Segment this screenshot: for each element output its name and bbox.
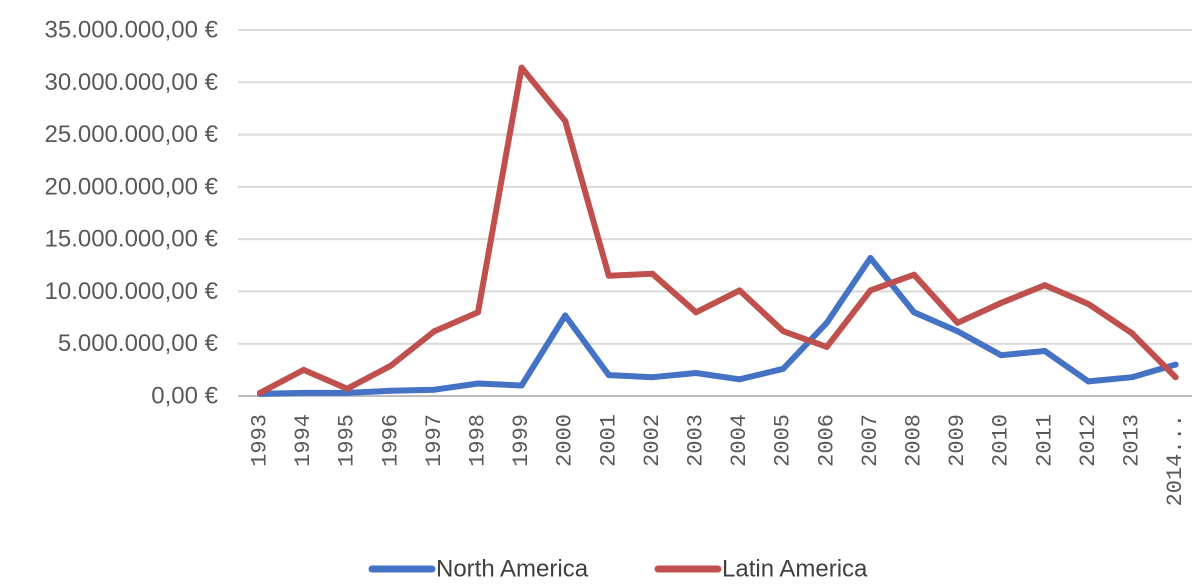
- x-tick-label: 2007: [858, 414, 883, 467]
- x-tick-label: 1996: [378, 414, 403, 467]
- x-tick-label: 1993: [248, 414, 273, 467]
- data-point: [649, 270, 656, 277]
- x-tick-label: 2003: [684, 414, 709, 467]
- x-tick-label: 2008: [902, 414, 927, 467]
- data-point: [911, 309, 917, 316]
- legend: North America Latin America: [368, 556, 868, 583]
- data-point: [605, 372, 612, 379]
- data-point: [998, 299, 1005, 306]
- data-point: [387, 387, 394, 394]
- y-axis-ticks: 0,00 € 5.000.000,00 € 10.000.000,00 € 15.00…: [45, 17, 219, 410]
- data-point: [998, 352, 1005, 359]
- data-point: [649, 374, 656, 381]
- y-tick-label: 10.000.000,00 €: [45, 278, 219, 305]
- data-point: [954, 319, 961, 326]
- data-point: [605, 272, 612, 279]
- x-tick-label: 2009: [945, 414, 970, 467]
- data-point: [431, 328, 438, 335]
- data-point: [693, 309, 699, 316]
- x-axis-ticks: 1993 1994 1995 1996 1997 1998 1999 2000 2001 2002…: [248, 414, 1189, 506]
- y-tick-label: 5.000.000,00 €: [58, 330, 219, 357]
- x-tick-label: 1995: [335, 414, 360, 467]
- data-point: [1129, 374, 1135, 381]
- data-point: [1172, 374, 1179, 381]
- x-tick-label: 2013: [1120, 414, 1145, 467]
- x-tick-label: 2001: [596, 414, 621, 467]
- legend-item: Latin America: [654, 556, 868, 583]
- data-point: [1085, 378, 1092, 385]
- data-point: [562, 312, 569, 319]
- x-tick-label: 1999: [509, 414, 534, 467]
- y-tick-label: 35.000.000,00 €: [45, 17, 219, 44]
- data-point: [867, 287, 874, 294]
- y-tick-label: 25.000.000,00 €: [45, 121, 219, 148]
- data-point: [736, 376, 743, 383]
- data-point: [518, 382, 525, 389]
- data-point: [693, 369, 699, 376]
- y-tick-label: 15.000.000,00 €: [45, 226, 219, 253]
- data-point: [954, 328, 961, 335]
- x-tick-label: 2002: [640, 414, 665, 467]
- x-tick-label: 2014...: [1163, 414, 1188, 506]
- legend-label: North America: [436, 556, 589, 583]
- x-tick-label: 1997: [422, 414, 447, 467]
- x-tick-label: 2006: [814, 414, 839, 467]
- series-line-latin-america: [257, 64, 1179, 396]
- data-point: [867, 254, 874, 261]
- data-point: [780, 328, 787, 335]
- x-tick-label: 1994: [291, 414, 316, 467]
- data-point: [387, 362, 394, 369]
- data-point: [780, 365, 787, 372]
- y-tick-label: 30.000.000,00 €: [45, 69, 219, 96]
- series-line-north-america: [257, 255, 1179, 397]
- data-point: [1041, 282, 1048, 289]
- data-point: [1129, 330, 1135, 337]
- x-tick-label: 2004: [727, 414, 752, 467]
- y-tick-label: 20.000.000,00 €: [45, 173, 219, 200]
- data-point: [518, 64, 525, 71]
- data-point: [736, 287, 743, 294]
- series-lines: [257, 64, 1179, 397]
- data-point: [1172, 361, 1179, 368]
- legend-label: Latin America: [722, 556, 868, 583]
- data-point: [911, 271, 917, 278]
- data-point: [431, 386, 438, 393]
- data-point: [344, 385, 351, 392]
- x-tick-label: 2005: [771, 414, 796, 467]
- data-point: [300, 366, 307, 373]
- x-tick-label: 2012: [1076, 414, 1101, 467]
- x-tick-label: 2000: [553, 414, 578, 467]
- x-tick-label: 2010: [989, 414, 1014, 467]
- gridlines: [238, 29, 1192, 397]
- data-point: [344, 389, 351, 396]
- data-point: [823, 343, 830, 350]
- data-point: [475, 309, 481, 316]
- data-point: [823, 319, 830, 326]
- x-tick-label: 2011: [1032, 414, 1057, 467]
- legend-item: North America: [368, 556, 589, 583]
- y-tick-label: 0,00 €: [151, 383, 218, 410]
- data-point: [562, 117, 569, 124]
- x-tick-label: 1998: [466, 414, 491, 467]
- data-point: [475, 380, 481, 387]
- data-point: [257, 389, 263, 396]
- data-point: [300, 389, 307, 396]
- data-point: [1085, 300, 1092, 307]
- data-point: [1041, 348, 1048, 355]
